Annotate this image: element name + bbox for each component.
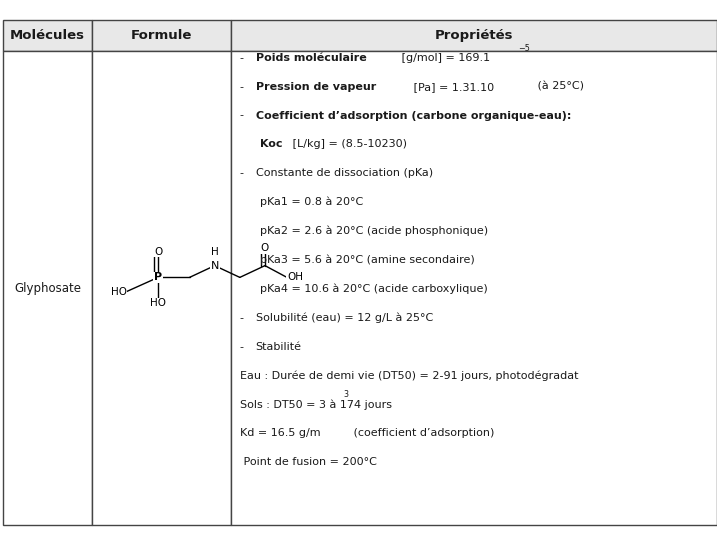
- Text: Poids moléculaire: Poids moléculaire: [255, 53, 366, 63]
- Bar: [232, 51, 717, 525]
- Text: (coefficient d’adsorption): (coefficient d’adsorption): [350, 429, 494, 438]
- Text: HO: HO: [150, 299, 166, 308]
- Text: -: -: [240, 313, 244, 323]
- Bar: [3, 51, 92, 525]
- Text: Eau : Durée de demi vie (DT50) = 2-91 jours, photodégradat: Eau : Durée de demi vie (DT50) = 2-91 jo…: [240, 370, 579, 381]
- Text: -: -: [240, 82, 244, 91]
- Text: -: -: [240, 53, 244, 63]
- Text: Solubilité (eau) = 12 g/L à 25°C: Solubilité (eau) = 12 g/L à 25°C: [255, 312, 433, 323]
- Text: N: N: [211, 261, 219, 271]
- Text: Kd = 16.5 g/m: Kd = 16.5 g/m: [240, 429, 320, 438]
- Text: -: -: [240, 169, 244, 178]
- Text: -: -: [240, 111, 244, 120]
- Text: Glyphosate: Glyphosate: [14, 281, 81, 295]
- Text: Molécules: Molécules: [10, 29, 85, 42]
- Text: [Pa] = 1.31.10: [Pa] = 1.31.10: [410, 82, 494, 91]
- Text: HO: HO: [110, 287, 127, 296]
- Text: Pression de vapeur: Pression de vapeur: [255, 82, 376, 91]
- Text: pKa3 = 5.6 à 20°C (amine secondaire): pKa3 = 5.6 à 20°C (amine secondaire): [260, 255, 475, 265]
- Bar: [92, 20, 232, 51]
- Text: O: O: [261, 243, 269, 253]
- Text: Sols : DT50 = 3 à 174 jours: Sols : DT50 = 3 à 174 jours: [240, 399, 392, 410]
- Text: [L/kg] = (8.5-10230): [L/kg] = (8.5-10230): [289, 140, 407, 149]
- Text: Propriétés: Propriétés: [435, 29, 513, 42]
- Text: pKa1 = 0.8 à 20°C: pKa1 = 0.8 à 20°C: [260, 197, 363, 208]
- Text: −5: −5: [518, 44, 530, 52]
- Text: Point de fusion = 200°C: Point de fusion = 200°C: [240, 457, 376, 467]
- Text: 3: 3: [343, 391, 348, 399]
- Text: Formule: Formule: [131, 29, 192, 42]
- Text: Coefficient d’adsorption (carbone organique-eau):: Coefficient d’adsorption (carbone organi…: [255, 111, 571, 120]
- Text: O: O: [154, 247, 162, 256]
- Bar: [92, 51, 232, 525]
- Text: pKa2 = 2.6 à 20°C (acide phosphonique): pKa2 = 2.6 à 20°C (acide phosphonique): [260, 226, 488, 236]
- Text: Constante de dissociation (pKa): Constante de dissociation (pKa): [255, 169, 433, 178]
- Bar: [3, 20, 92, 51]
- Text: H: H: [211, 247, 219, 256]
- Text: (à 25°C): (à 25°C): [533, 82, 584, 91]
- Text: Koc: Koc: [260, 140, 282, 149]
- Text: Stabilité: Stabilité: [255, 342, 302, 351]
- Text: -: -: [240, 342, 244, 351]
- Text: [g/mol] = 169.1: [g/mol] = 169.1: [398, 53, 490, 63]
- Text: OH: OH: [287, 272, 303, 282]
- Text: pKa4 = 10.6 à 20°C (acide carboxylique): pKa4 = 10.6 à 20°C (acide carboxylique): [260, 284, 488, 294]
- Text: P: P: [154, 272, 162, 282]
- Bar: [232, 20, 717, 51]
